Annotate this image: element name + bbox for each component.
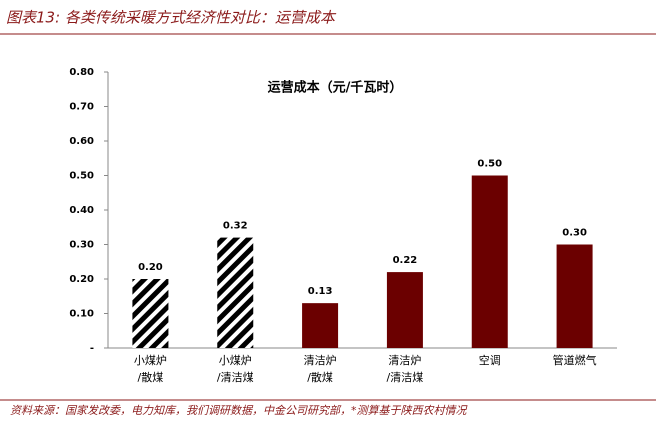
x-tick-label: /清洁煤 [387,371,424,384]
header: 图表13: 各类传统采暖方式经济性对比：运营成本 [6,9,337,27]
value-label: 0.20 [138,262,163,273]
y-tick-label: 0.30 [69,240,94,251]
x-tick-label: 清洁炉 [304,354,337,367]
y-tick-label: 0.20 [69,274,94,285]
x-tick-label: 空调 [479,353,501,367]
x-tick-label: /散煤 [138,370,164,384]
value-label: 0.30 [562,228,587,239]
y-tick-label: 0.50 [69,171,94,182]
value-label: 0.13 [308,286,333,297]
x-tick-label: /清洁煤 [217,371,254,384]
x-tick-label: 小煤炉 [219,354,252,367]
bar [386,272,423,348]
bar [217,237,254,348]
x-tick-label: 清洁炉 [388,354,421,367]
bar [471,175,508,348]
y-tick-label: 0.10 [69,309,94,320]
value-label: 0.50 [477,159,502,170]
value-label: 0.22 [393,255,418,266]
value-label: 0.32 [223,221,248,232]
y-tick-label: 0.70 [69,102,94,113]
x-tick-label: 管道燃气 [553,353,597,367]
y-tick-label: 0.60 [69,136,94,147]
x-tick-label: /散煤 [307,370,333,384]
y-tick-label: 0.40 [69,205,94,216]
x-tick-label: 小煤炉 [134,354,167,367]
bar [132,279,169,348]
bar [556,244,593,348]
y-tick-label: - [90,343,94,354]
chart-title: 运营成本（元/千瓦时） [268,80,403,96]
source: 资料来源：国家发改委，电力知库，我们调研数据，中金公司研究部，*测算基于陕西农村… [10,404,468,417]
y-tick-label: 0.80 [69,67,94,78]
bar [302,303,339,348]
